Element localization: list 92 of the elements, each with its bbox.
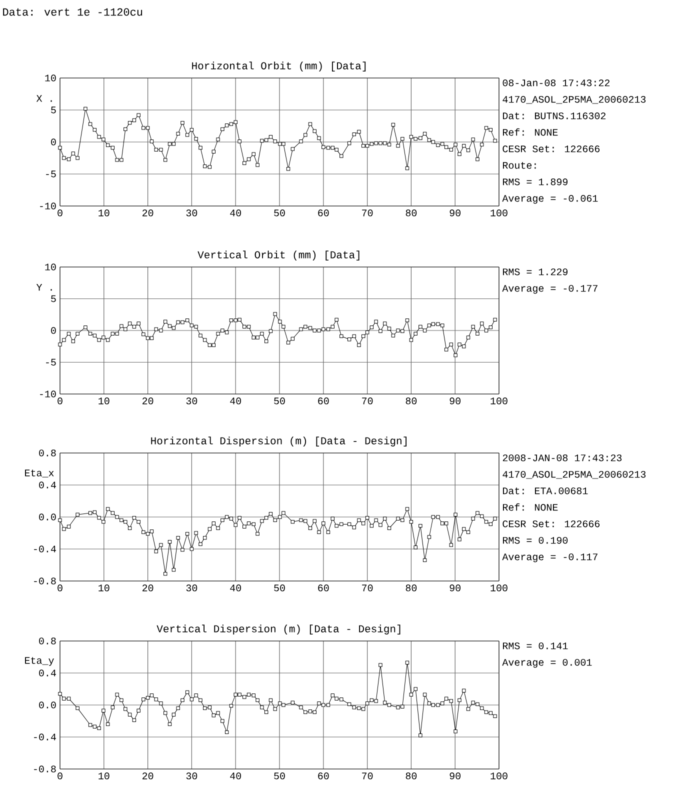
x-tick-label: 80 (406, 398, 417, 404)
text: Route: (502, 162, 536, 169)
x-tick-label: 20 (142, 210, 154, 216)
x-tick-label: 20 (142, 398, 154, 404)
text: 4170_ASOL_2P5MA_20060213 (502, 96, 646, 104)
y-tick-label: 0 (51, 327, 56, 334)
text: CESR Set: 122666 (502, 145, 600, 152)
y-tick-label: 0.8 (39, 638, 56, 644)
y-tick-label: -10 (40, 390, 56, 398)
x-tick-label: 50 (274, 772, 285, 780)
x-tick-label: 100 (490, 772, 508, 780)
x-tick-label: 20 (142, 584, 154, 592)
x-tick-label: 0 (58, 584, 62, 592)
x-tick-label: 10 (98, 584, 110, 592)
x-tick-label: 90 (450, 772, 460, 780)
y-axis-title: Eta_x (25, 470, 54, 478)
x-tick-label: 70 (362, 584, 373, 592)
x-tick-label: 50 (274, 210, 285, 216)
text: Data: vert 1e -1120cu (3, 8, 142, 16)
x-tick-label: 60 (318, 210, 329, 216)
y-axis-title: X . (36, 95, 52, 102)
x-tick-label: 0 (58, 772, 62, 780)
x-tick-label: 30 (186, 772, 198, 780)
x-tick-label: 10 (98, 398, 110, 404)
x-tick-label: 30 (186, 210, 198, 216)
text: RMS = 1.229 (502, 268, 568, 276)
x-tick-label: 30 (186, 584, 198, 592)
text: RMS = 0.141 (502, 642, 568, 650)
text: 4170_ASOL_2P5MA_20060213 (502, 470, 646, 479)
text: Average = -0.177 (502, 284, 598, 294)
text: Ref: NONE (502, 128, 558, 136)
x-tick-label: 100 (490, 584, 508, 592)
x-tick-label: 10 (98, 210, 110, 216)
y-tick-label: -0.8 (34, 578, 56, 584)
y-tick-label: -0.4 (34, 546, 56, 552)
x-tick-label: 70 (362, 772, 373, 780)
x-tick-label: 100 (490, 398, 508, 404)
y-tick-label: 10 (45, 264, 56, 270)
y-tick-label: 0.0 (39, 514, 56, 520)
text: RMS = 1.899 (502, 178, 568, 186)
x-tick-label: 60 (318, 398, 329, 404)
y-tick-label: 0.0 (39, 702, 56, 708)
y-tick-label: 10 (45, 74, 56, 82)
chart-title: Vertical Orbit (mm) [Data] (198, 250, 360, 260)
y-tick-label: 0 (51, 138, 56, 146)
text: Dat: BUTNS.116302 (502, 112, 606, 120)
text: Average = 0.001 (502, 658, 592, 668)
y-tick-label: 5 (51, 295, 56, 302)
y-tick-label: -5 (46, 358, 56, 366)
text: CESR Set: 122666 (502, 520, 600, 528)
x-tick-label: 0 (58, 398, 62, 404)
chart-title: Horizontal Dispersion (m) [Data - Design] (151, 436, 407, 446)
x-tick-label: 90 (450, 398, 460, 404)
x-tick-label: 80 (406, 210, 417, 216)
y-axis-title: Y . (36, 284, 52, 291)
x-tick-label: 80 (406, 584, 417, 592)
y-tick-label: -0.4 (34, 734, 56, 740)
x-tick-label: 30 (186, 398, 198, 404)
x-tick-label: 70 (362, 398, 373, 404)
x-tick-label: 40 (230, 772, 241, 780)
x-tick-label: 100 (490, 210, 508, 216)
text: Ref: NONE (502, 503, 558, 511)
text: 08-Jan-08 17:43:22 (502, 79, 610, 86)
text: Average = -0.061 (502, 194, 598, 204)
y-tick-label: 0.8 (39, 450, 56, 456)
x-tick-label: 20 (142, 772, 154, 780)
x-tick-label: 60 (318, 584, 329, 592)
text: RMS = 0.190 (502, 536, 568, 544)
x-tick-label: 40 (230, 584, 241, 592)
y-tick-label: -10 (40, 202, 56, 210)
x-tick-label: 50 (274, 584, 285, 592)
x-tick-label: 10 (98, 772, 110, 780)
y-axis-title: Eta_y (25, 657, 54, 666)
y-tick-label: -5 (46, 170, 56, 178)
text: 2008-JAN-08 17:43:23 (502, 454, 622, 462)
x-tick-label: 40 (230, 210, 241, 216)
y-tick-label: 0.4 (39, 482, 56, 488)
x-tick-label: 40 (230, 398, 241, 404)
y-tick-label: 0.4 (39, 670, 56, 676)
x-tick-label: 50 (274, 398, 285, 404)
x-tick-label: 90 (450, 584, 460, 592)
x-tick-label: 60 (318, 772, 329, 780)
text: Dat: ETA.00681 (502, 487, 588, 494)
y-tick-label: 5 (51, 106, 56, 114)
chart-title: Vertical Dispersion (m) [Data - Design] (156, 624, 400, 634)
y-tick-label: -0.8 (34, 766, 56, 772)
x-tick-label: 70 (362, 210, 373, 216)
x-tick-label: 0 (58, 210, 62, 216)
x-tick-label: 80 (406, 772, 417, 780)
text: Average = -0.117 (502, 553, 598, 562)
x-tick-label: 90 (450, 210, 460, 216)
chart-title: Horizontal Orbit (mm) [Data] (192, 62, 366, 72)
